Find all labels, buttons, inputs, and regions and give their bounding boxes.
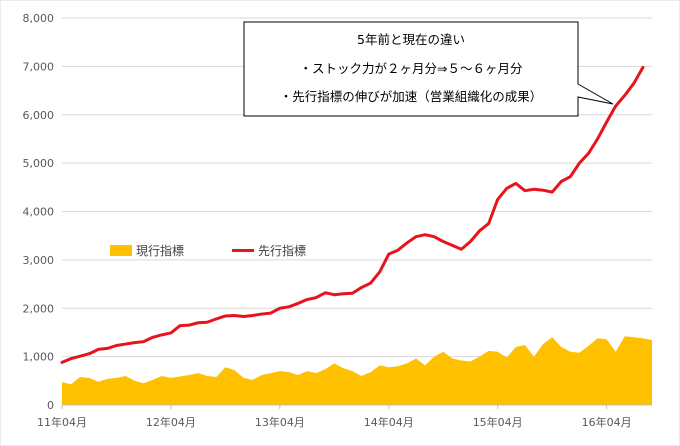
x-tick-label: 14年04月 (364, 415, 414, 429)
callout-line-2: ・先行指標の伸びが加速（営業組織化の成果） (280, 89, 543, 104)
y-tick-label: 7,000 (23, 60, 55, 73)
x-tick-label: 16年04月 (582, 415, 632, 429)
callout: 5年前と現在の違い ・ストック力が２ヶ月分⇒５～６ヶ月分 ・先行指標の伸びが加速… (243, 21, 614, 117)
x-tick-label: 15年04月 (473, 415, 523, 429)
y-tick-label: 3,000 (23, 254, 55, 267)
series-layer (60, 65, 652, 405)
legend: 現行指標 先行指標 (110, 243, 306, 258)
y-axis-ticks: 0 1,000 2,000 3,000 4,000 5,000 6,000 7,000 8,00… (23, 12, 55, 412)
y-tick-label: 2,000 (23, 302, 55, 315)
legend-swatch-current (110, 245, 132, 256)
y-tick-label: 6,000 (23, 109, 55, 122)
callout-box (243, 21, 614, 117)
callout-title: 5年前と現在の違い (357, 32, 465, 47)
x-tick-label: 11年04月 (37, 415, 87, 429)
legend-label-leading: 先行指標 (258, 243, 306, 258)
x-tick-label: 13年04月 (255, 415, 305, 429)
callout-line-1: ・ストック力が２ヶ月分⇒５～６ヶ月分 (300, 61, 523, 76)
series-leading-line (60, 65, 645, 364)
x-tick-label: 12年04月 (146, 415, 196, 429)
x-axis-ticks: 11年04月 12年04月 13年04月 14年04月 15年04月 16年04月 (37, 405, 632, 429)
y-tick-label: 8,000 (23, 12, 55, 25)
y-tick-label: 4,000 (23, 206, 55, 219)
series-current-area (62, 336, 652, 405)
y-tick-label: 5,000 (23, 157, 55, 170)
y-tick-label: 1,000 (23, 351, 55, 364)
legend-label-current: 現行指標 (136, 243, 184, 258)
y-tick-label: 0 (47, 399, 54, 412)
